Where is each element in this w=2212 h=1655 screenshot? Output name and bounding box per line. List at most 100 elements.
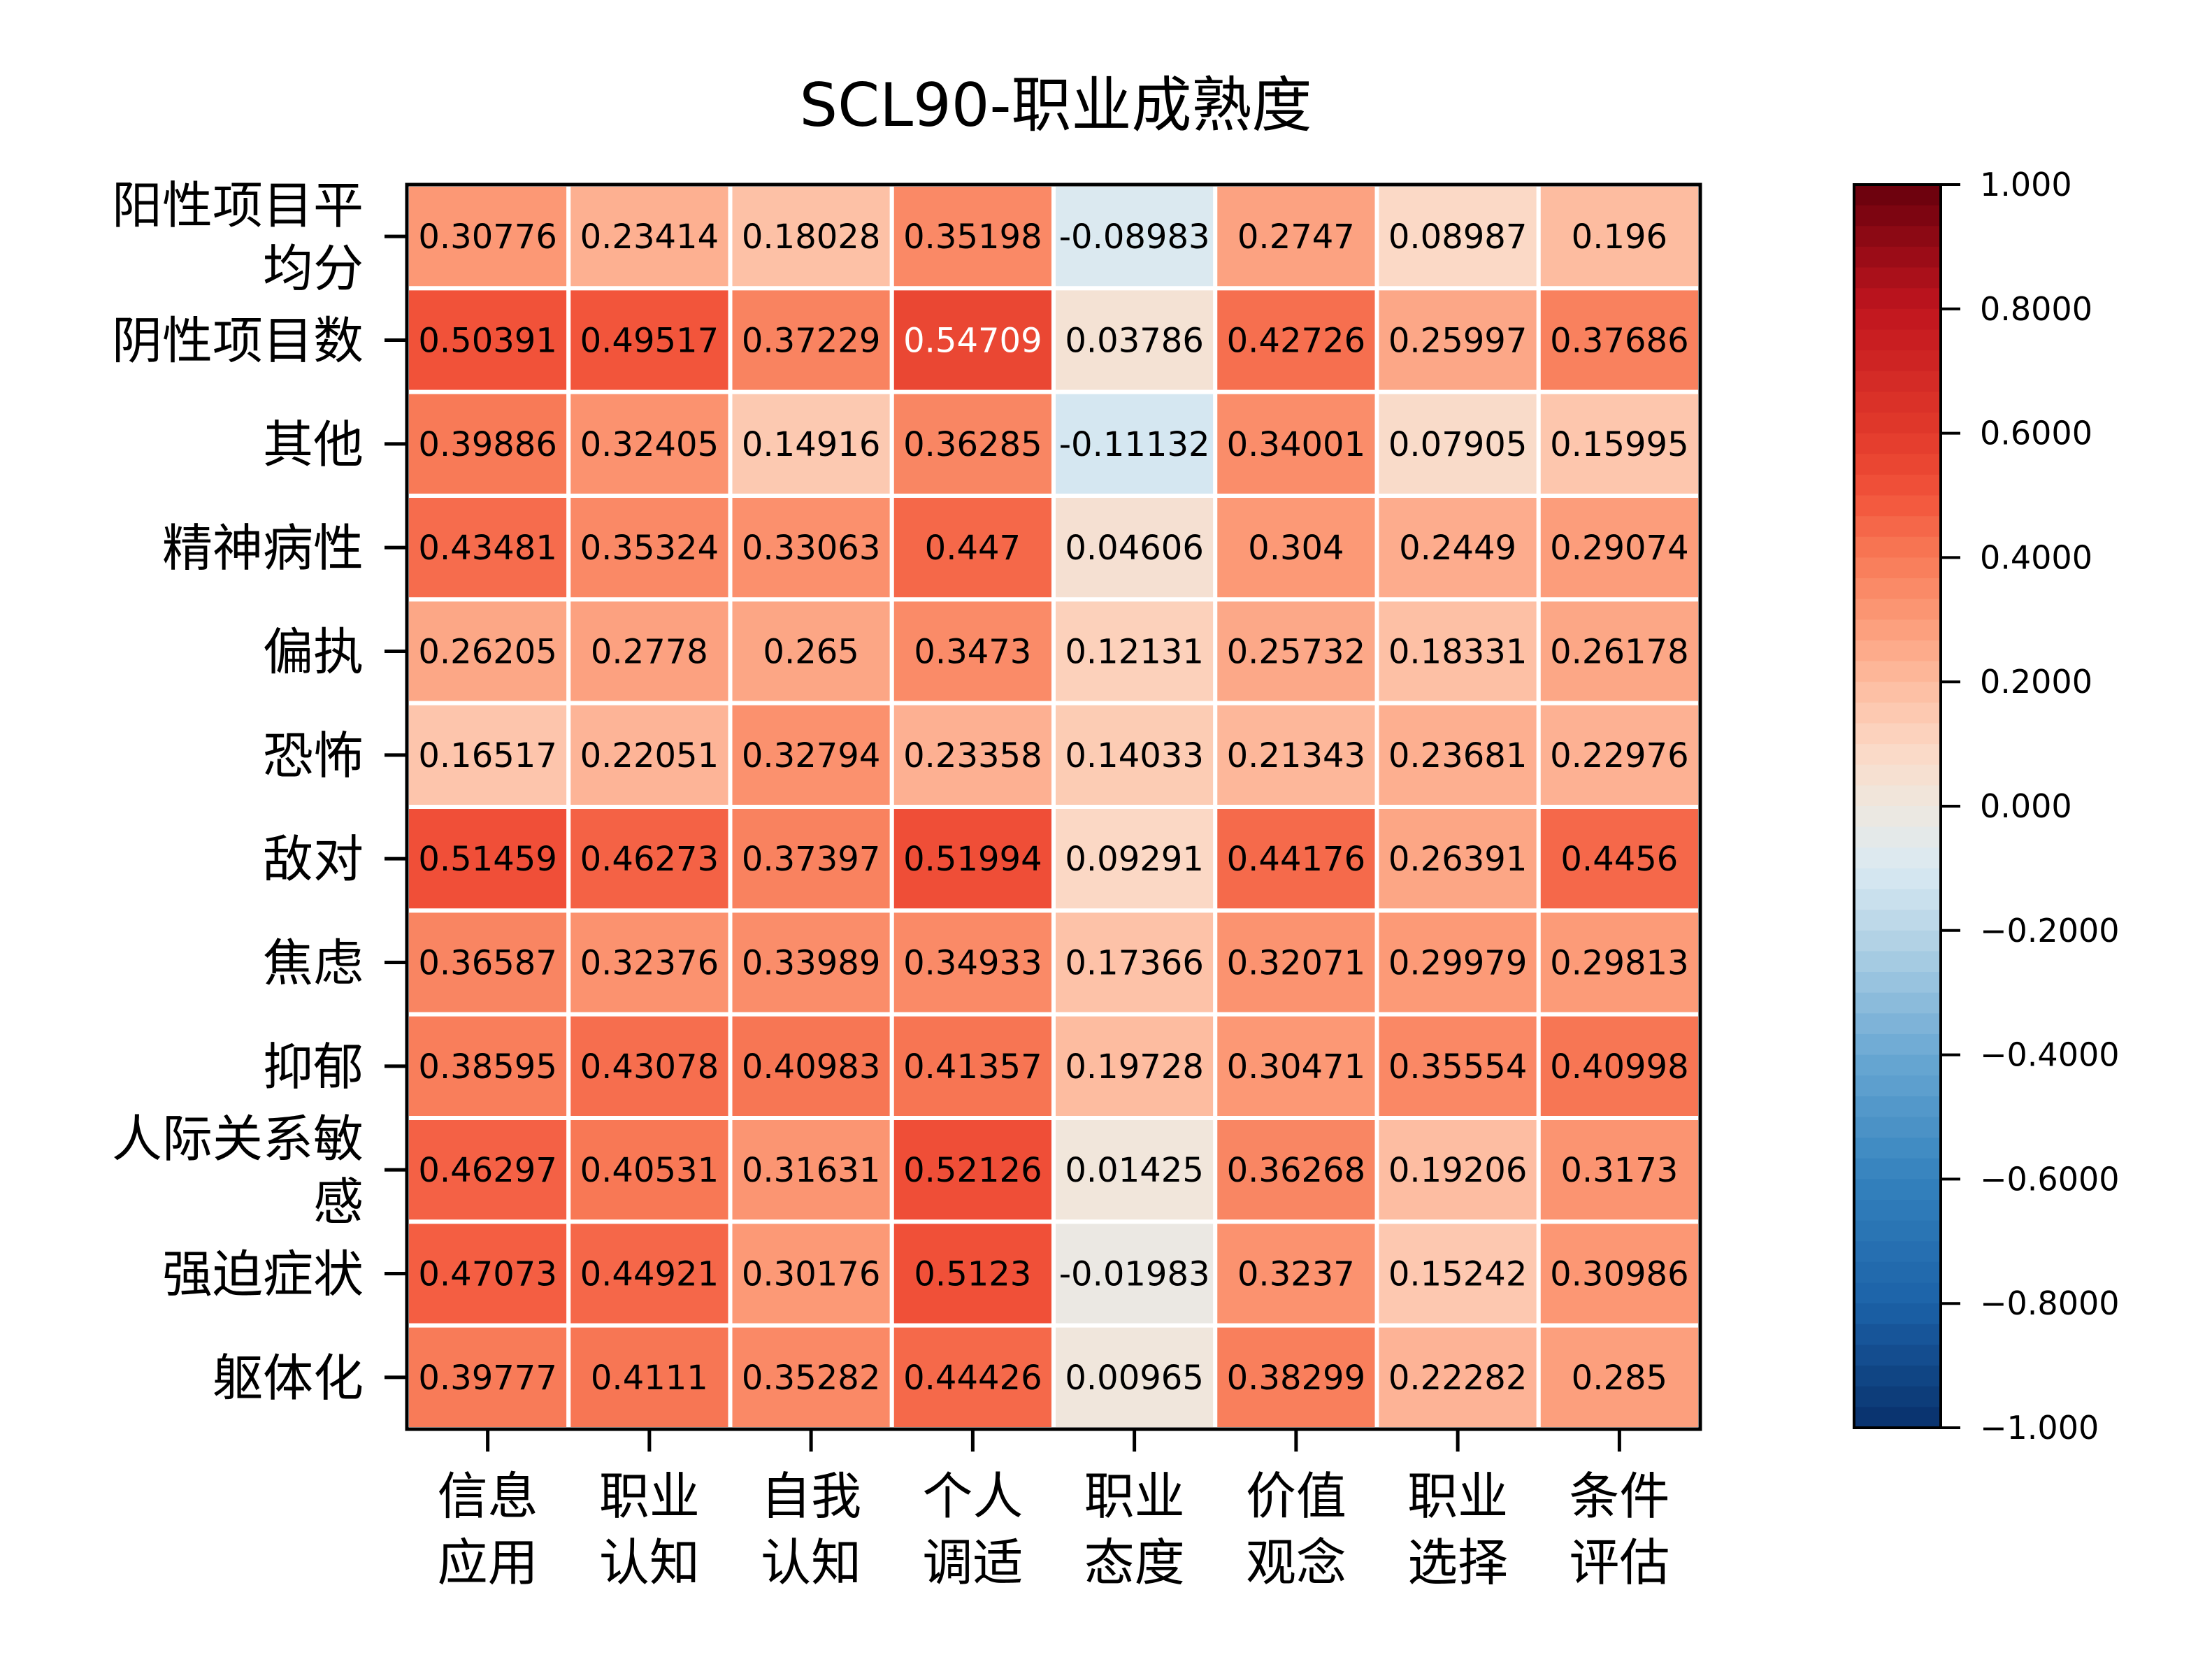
cell-value-label: 0.33063 bbox=[742, 529, 881, 568]
cell-value-label: 0.32071 bbox=[1227, 944, 1366, 983]
heatmap-cell bbox=[1374, 1219, 1541, 1328]
row-label: 抑郁 bbox=[263, 1038, 364, 1096]
cell-value-label: 0.33989 bbox=[742, 944, 881, 983]
cell-value-label: 0.2747 bbox=[1237, 217, 1355, 257]
cell-value-label: 0.52126 bbox=[903, 1151, 1042, 1190]
cell-value-label: 0.40998 bbox=[1550, 1047, 1689, 1087]
cell-value-label: 0.17366 bbox=[1065, 944, 1204, 983]
heatmap-cell bbox=[566, 389, 733, 499]
colorbar-segment bbox=[1854, 1407, 1941, 1428]
colorbar-tick-label: −0.4000 bbox=[1980, 1036, 2120, 1074]
heatmap-cell bbox=[405, 701, 571, 810]
heatmap-cell bbox=[889, 701, 1056, 810]
cell-value-label: 0.3473 bbox=[914, 633, 1031, 672]
row-label: 阳性项目平 bbox=[112, 176, 364, 235]
cell-value-label: 0.37397 bbox=[742, 840, 881, 879]
cell-value-label: 0.37686 bbox=[1550, 322, 1689, 361]
colorbar-tick-label: 0.000 bbox=[1980, 787, 2072, 825]
cell-value-label: 0.46273 bbox=[580, 840, 719, 879]
cell-value-label: 0.23414 bbox=[580, 217, 719, 257]
heatmap-cell bbox=[566, 805, 733, 913]
heatmap-cell bbox=[728, 389, 894, 499]
heatmap-cell bbox=[1536, 1012, 1702, 1120]
colorbar-segment bbox=[1854, 185, 1941, 206]
colorbar-segment bbox=[1854, 557, 1941, 579]
colorbar-segment bbox=[1854, 1200, 1941, 1221]
cell-value-label: 0.34001 bbox=[1227, 425, 1366, 464]
row-label: 恐怖 bbox=[263, 726, 364, 785]
column-label: 职业 bbox=[1084, 1467, 1185, 1526]
cell-value-label: 0.25732 bbox=[1227, 633, 1366, 672]
column-label: 价值 bbox=[1246, 1467, 1346, 1526]
colorbar-segment bbox=[1854, 889, 1941, 910]
cell-value-label: 0.30471 bbox=[1227, 1047, 1366, 1087]
cell-value-label: 0.2778 bbox=[591, 633, 708, 672]
cell-value-label: 0.14033 bbox=[1065, 736, 1204, 775]
colorbar-segment bbox=[1854, 910, 1941, 931]
heatmap-cell bbox=[889, 1012, 1056, 1120]
cell-value-label: 0.14916 bbox=[742, 425, 881, 464]
cell-value-label: -0.01983 bbox=[1059, 1255, 1210, 1294]
chart-title: SCL90-职业成熟度 bbox=[799, 71, 1312, 141]
heatmap-cell bbox=[1374, 597, 1541, 705]
heatmap-cell bbox=[1051, 1219, 1218, 1328]
colorbar-segment bbox=[1854, 1158, 1941, 1180]
cell-value-label: 0.196 bbox=[1572, 217, 1667, 257]
heatmap-cell bbox=[889, 1323, 1056, 1431]
column-label: 职业 bbox=[599, 1467, 700, 1526]
colorbar-segment bbox=[1854, 619, 1941, 641]
colorbar-segment bbox=[1854, 847, 1941, 869]
colorbar-segment bbox=[1854, 392, 1941, 413]
column-label: 信息 bbox=[438, 1467, 538, 1526]
heatmap-cell bbox=[728, 908, 894, 1017]
colorbar-segment bbox=[1854, 1096, 1941, 1118]
colorbar-segment bbox=[1854, 1282, 1941, 1304]
cell-value-label: 0.37229 bbox=[742, 322, 881, 361]
heatmap-cell bbox=[1536, 701, 1702, 810]
cell-value-label: 0.43481 bbox=[418, 529, 557, 568]
heatmap-cells: 0.30776 0.23414 0.18028 0.35198 -0.08983 0.27… bbox=[405, 182, 1702, 1431]
column-label: 观念 bbox=[1246, 1533, 1346, 1592]
heatmap-cell bbox=[728, 805, 894, 913]
cell-value-label: 0.36587 bbox=[418, 944, 557, 983]
cell-value-label: 0.04606 bbox=[1065, 529, 1204, 568]
colorbar-segment bbox=[1854, 868, 1941, 890]
cell-value-label: 0.29074 bbox=[1550, 529, 1689, 568]
cell-value-label: 0.26205 bbox=[418, 633, 557, 672]
cell-value-label: 0.36285 bbox=[903, 425, 1042, 464]
cell-value-label: 0.447 bbox=[925, 529, 1021, 568]
heatmap-cell bbox=[1536, 805, 1702, 913]
heatmap-cell bbox=[1536, 286, 1702, 394]
colorbar-segment bbox=[1854, 412, 1941, 434]
heatmap-cell bbox=[1051, 701, 1218, 810]
colorbar-tick-label: −0.2000 bbox=[1980, 912, 2120, 950]
row-label: 其他 bbox=[263, 415, 364, 474]
heatmap-cell bbox=[1536, 1116, 1702, 1224]
cell-value-label: 0.35324 bbox=[580, 529, 719, 568]
cell-value-label: -0.08983 bbox=[1059, 217, 1210, 257]
colorbar-segment bbox=[1854, 433, 1941, 455]
cell-value-label: 0.29813 bbox=[1550, 944, 1689, 983]
cell-value-label: 0.30176 bbox=[742, 1255, 881, 1294]
heatmap-cell bbox=[405, 389, 571, 499]
cell-value-label: 0.23681 bbox=[1388, 736, 1528, 775]
row-label: 均分 bbox=[263, 239, 364, 298]
column-label: 职业 bbox=[1407, 1467, 1508, 1526]
colorbar-segment bbox=[1854, 1386, 1941, 1408]
cell-value-label: 0.32405 bbox=[580, 425, 719, 464]
cell-value-label: 0.07905 bbox=[1388, 425, 1528, 464]
colorbar-tick-label: −1.000 bbox=[1980, 1409, 2099, 1447]
cell-value-label: 0.29979 bbox=[1388, 944, 1528, 983]
heatmap-cell bbox=[1051, 389, 1218, 499]
colorbar-segment bbox=[1854, 972, 1941, 994]
heatmap-cell bbox=[1213, 908, 1379, 1017]
heatmap-cell bbox=[1051, 286, 1218, 394]
cell-value-label: 0.15995 bbox=[1550, 425, 1689, 464]
cell-value-label: 0.26391 bbox=[1388, 840, 1528, 879]
cell-value-label: 0.19728 bbox=[1065, 1047, 1204, 1087]
colorbar-segment bbox=[1854, 682, 1941, 703]
colorbar-segment bbox=[1854, 723, 1941, 745]
colorbar-segment bbox=[1854, 1345, 1941, 1366]
heatmap-cell bbox=[566, 908, 733, 1017]
